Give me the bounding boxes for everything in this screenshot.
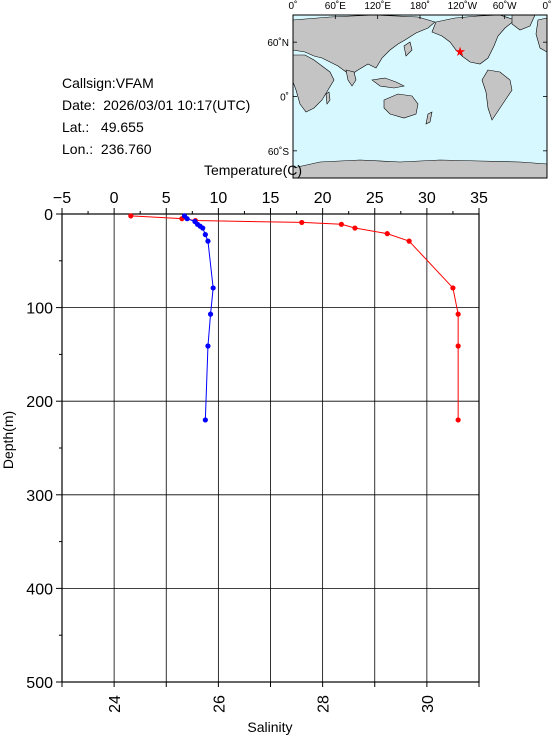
depth-tick-label: 400 — [26, 581, 53, 598]
landmass-eurasia — [292, 14, 436, 75]
map-latitude-label: 60˚N — [267, 37, 289, 49]
temperature-profile-point — [352, 225, 358, 231]
salinity-profile-point — [205, 238, 211, 244]
data-series — [128, 213, 461, 423]
temperature-tick-label: 25 — [366, 190, 384, 207]
longitude-text: Lon.: 236.760 — [62, 141, 152, 157]
temperature-profile-point — [384, 231, 390, 237]
salinity-profile-point — [202, 231, 208, 238]
temperature-tick-label: 20 — [314, 190, 332, 207]
map-longitude-label: 0˚ — [543, 0, 552, 12]
temperature-tick-label: 35 — [470, 190, 488, 207]
map-ticks — [292, 15, 548, 152]
temperature-profile-point — [406, 238, 412, 244]
map-longitude-labels: 0˚ 60˚E 120˚E 180˚ 120˚W 60˚W 0˚ — [289, 0, 552, 12]
landmass-indonesia — [371, 77, 405, 89]
map-landmasses — [292, 14, 548, 179]
salinity-tick-label: 30 — [420, 695, 437, 713]
landmass-japan — [403, 41, 413, 57]
landmass-new-zealand — [425, 111, 433, 125]
salinity-profile-point — [184, 216, 190, 222]
temperature-profile-point — [455, 417, 461, 423]
salinity-tick-label: 26 — [211, 695, 228, 713]
temperature-tick-label: 30 — [418, 190, 436, 207]
salinity-profile-point — [202, 417, 208, 423]
axis-ticks — [56, 208, 480, 687]
temperature-profile-point — [455, 311, 461, 317]
salinity-tick-labels: 24 26 28 30 — [107, 695, 437, 713]
temperature-profile-point — [450, 285, 456, 291]
temperature-tick-label: 5 — [162, 190, 171, 207]
landmass-india — [345, 69, 357, 87]
salinity-tick-label: 28 — [316, 695, 333, 713]
landmass-europe-east — [535, 17, 548, 53]
temperature-tick-labels: −5 0 5 10 15 20 25 30 35 — [53, 190, 488, 207]
map-longitude-label: 0˚ — [289, 0, 298, 12]
map-longitude-label: 120˚W — [448, 0, 478, 12]
profile-chart: −5 0 5 10 15 20 25 30 35 Temperature(C) 01002003… — [0, 162, 488, 735]
map-longitude-label: 60˚E — [325, 0, 346, 12]
map-longitude-label: 120˚E — [364, 0, 391, 12]
salinity-profile-line — [184, 215, 214, 420]
map-longitude-label: 180˚ — [410, 0, 430, 12]
depth-tick-label: 500 — [26, 675, 53, 692]
depth-tick-label: 0 — [44, 207, 53, 224]
temperature-tick-label: 15 — [262, 190, 280, 207]
depth-tick-label: 100 — [26, 301, 53, 318]
depth-tick-label: 200 — [26, 394, 53, 411]
temperature-profile-point — [299, 219, 305, 226]
station-info: Callsign:VFAM Date: 2026/03/01 10:17(UTC… — [62, 72, 250, 160]
landmass-australia — [383, 93, 419, 119]
temperature-tick-label: 0 — [110, 190, 119, 207]
world-map: 0˚ 60˚E 120˚E 180˚ 120˚W 60˚W 0˚ 60˚N 0˚ 60˚S ★ — [267, 0, 552, 179]
depth-tick-labels: 0 100 200 300 400 500 — [26, 207, 53, 692]
landmass-madagascar — [325, 91, 331, 105]
temperature-profile-point — [455, 343, 461, 349]
temperature-tick-label: −5 — [53, 190, 71, 207]
landmass-south-america — [481, 69, 513, 121]
temperature-axis-label: Temperature(C) — [204, 162, 302, 178]
salinity-tick-label: 24 — [107, 695, 124, 713]
map-latitude-label: 0˚ — [280, 92, 289, 104]
salinity-profile-point — [207, 311, 214, 317]
latitude-text: Lat.: 49.655 — [62, 119, 144, 135]
star-icon: ★ — [454, 44, 466, 59]
map-longitude-label: 60˚W — [493, 0, 517, 12]
map-latitude-label: 60˚S — [268, 146, 289, 158]
callsign-text: Callsign:VFAM — [62, 75, 154, 91]
salinity-profile-point — [205, 343, 211, 349]
salinity-axis-label: Salinity — [247, 719, 292, 735]
map-latitude-labels: 60˚N 0˚ 60˚S — [267, 37, 289, 158]
depth-axis-label: Depth(m) — [0, 411, 16, 469]
temperature-tick-label: 10 — [209, 190, 227, 207]
date-text: Date: 2026/03/01 10:17(UTC) — [62, 97, 251, 113]
depth-tick-label: 300 — [26, 488, 53, 505]
temperature-profile-line — [130, 215, 459, 420]
salinity-profile-point — [210, 285, 216, 291]
salinity-profile-point — [200, 225, 206, 231]
landmass-africa — [292, 54, 335, 113]
temperature-profile-point — [338, 221, 344, 227]
temperature-profile-point — [128, 213, 134, 219]
chart-grid — [62, 214, 479, 682]
landmass-antarctica — [292, 159, 548, 179]
